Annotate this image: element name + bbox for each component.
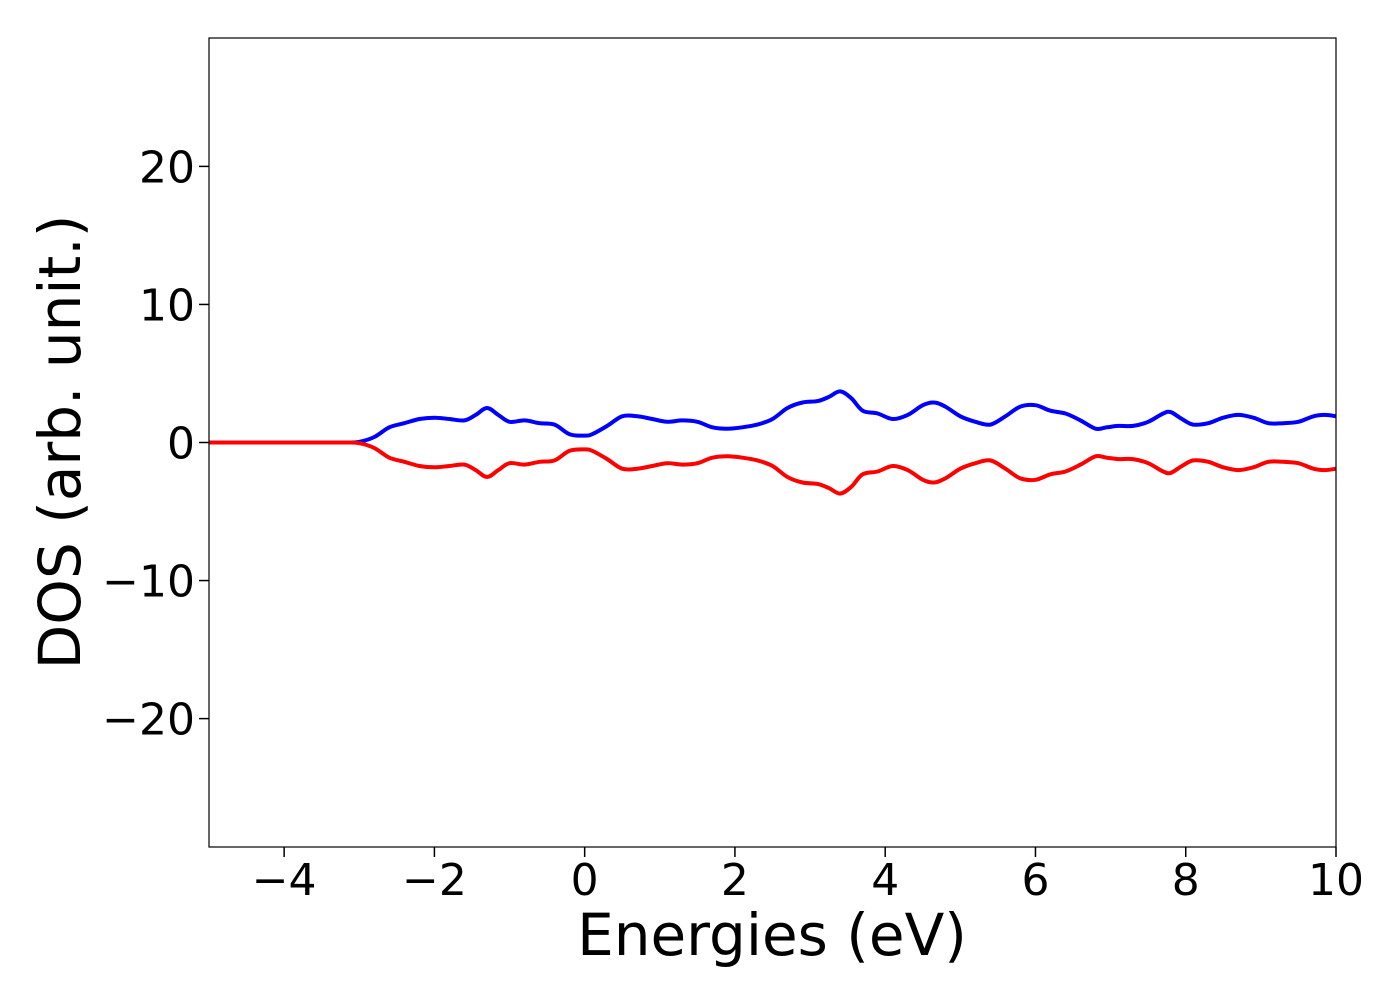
series-layer [209,389,1336,496]
x-tick-label: 4 [871,855,899,906]
y-tick-label: −10 [102,557,195,608]
x-tick-label: 10 [1308,855,1364,906]
y-tick-label: 20 [139,142,195,193]
x-tick-label: 0 [571,855,599,906]
x-tick-label: 2 [721,855,749,906]
x-tick-label: −4 [252,855,317,906]
y-axis: −20 −10 0 10 20 [102,142,209,746]
x-tick-label: −2 [402,855,467,906]
plot-area [208,37,1337,848]
x-tick-label: 8 [1172,855,1200,906]
y-tick-label: 0 [167,419,195,470]
x-axis-label: Energies (eV) [577,901,967,969]
plot-frame [208,37,1337,848]
series-line-2 [209,440,1336,496]
y-tick-label: −20 [102,695,195,746]
y-tick-label: 10 [139,280,195,331]
x-tick-label: 6 [1021,855,1049,906]
y-axis-label: DOS (arb. unit.) [26,215,94,670]
series-line-1 [209,389,1336,445]
x-axis: −4 −2 0 2 4 6 8 10 [252,847,1364,906]
